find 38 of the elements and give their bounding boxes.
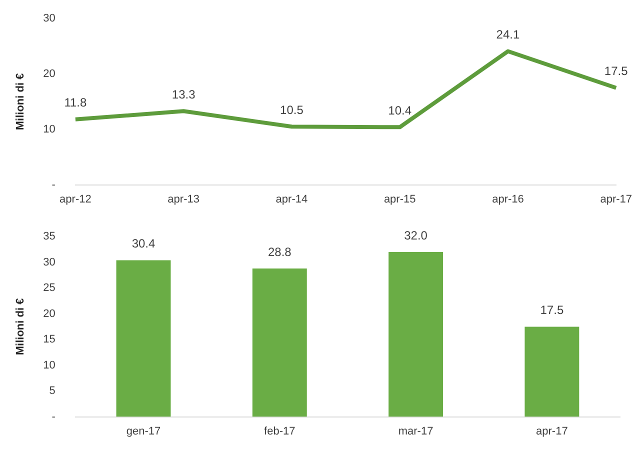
y-tick-label: 30 (43, 12, 56, 25)
data-label: 30.4 (132, 236, 156, 251)
data-label: 13.3 (172, 87, 196, 102)
y-tick-label: - (52, 178, 56, 191)
x-tick-label: apr-15 (384, 193, 416, 206)
data-label: 11.8 (64, 96, 87, 110)
y-axis-title: Milioni di € (14, 73, 27, 130)
x-tick-label: mar-17 (398, 425, 434, 438)
x-tick-label: feb-17 (264, 425, 296, 438)
y-tick-label: 20 (43, 68, 56, 80)
y-tick-label: - (52, 410, 56, 423)
data-label: 10.4 (388, 103, 412, 118)
y-tick-label: 25 (43, 282, 56, 294)
bar (388, 252, 444, 417)
x-tick-label: apr-14 (276, 193, 308, 206)
data-label: 10.5 (280, 102, 304, 117)
y-tick-label: 15 (43, 334, 56, 346)
y-axis-title: Milioni di € (14, 298, 27, 356)
data-label: 32.0 (404, 228, 428, 242)
x-tick-label: apr-13 (168, 193, 200, 206)
x-tick-label: gen-17 (126, 425, 161, 438)
bar (116, 260, 171, 417)
bar (524, 326, 580, 417)
data-label: 24.1 (496, 28, 520, 42)
data-label: 17.5 (540, 303, 564, 318)
y-tick-label: 35 (43, 230, 56, 243)
y-tick-label: 20 (43, 308, 56, 320)
y-tick-label: 30 (43, 256, 56, 268)
x-tick-label: apr-17 (600, 193, 632, 206)
y-tick-label: 5 (49, 385, 56, 398)
data-label: 17.5 (604, 64, 628, 78)
data-label: 28.8 (268, 244, 292, 259)
y-tick-label: 10 (43, 359, 56, 372)
y-tick-label: 10 (43, 123, 56, 136)
x-tick-label: apr-12 (60, 193, 92, 206)
x-tick-label: apr-16 (492, 193, 524, 206)
bar (252, 268, 307, 417)
x-tick-label: apr-17 (536, 425, 568, 438)
